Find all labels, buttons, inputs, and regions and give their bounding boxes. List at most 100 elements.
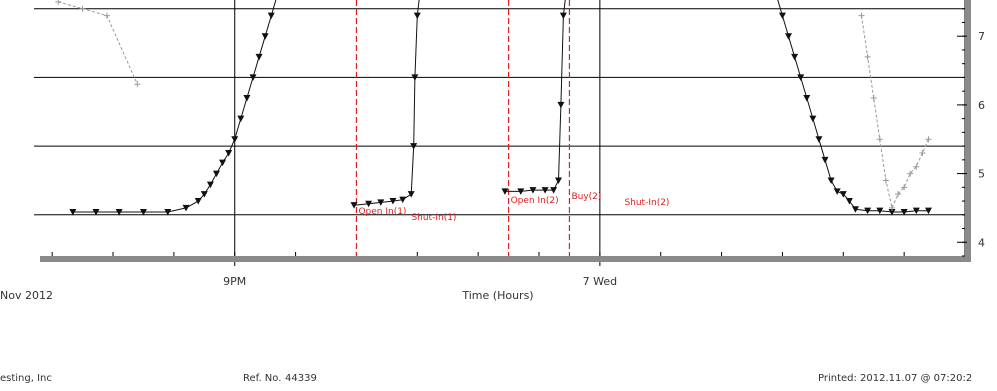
data-point bbox=[92, 209, 100, 216]
data-point bbox=[389, 198, 397, 205]
data-point bbox=[350, 202, 358, 209]
data-point bbox=[69, 209, 77, 216]
data-point bbox=[858, 12, 865, 19]
data-point bbox=[827, 177, 835, 184]
data-point bbox=[870, 95, 877, 102]
data-point bbox=[901, 184, 908, 191]
data-point bbox=[194, 198, 202, 205]
data-point bbox=[261, 33, 269, 40]
data-point bbox=[876, 207, 884, 215]
data-point bbox=[267, 12, 275, 20]
series-line bbox=[58, 1, 138, 85]
series-line bbox=[72, 0, 277, 213]
data-point bbox=[377, 199, 385, 206]
x-axis-label: Time (Hours) bbox=[461, 289, 533, 302]
data-point bbox=[851, 206, 859, 213]
right-axis-bar bbox=[965, 0, 971, 262]
data-point bbox=[399, 196, 407, 204]
data-point bbox=[864, 53, 871, 60]
data-point bbox=[924, 207, 932, 215]
event-label: Open In(1) bbox=[358, 207, 406, 217]
data-point bbox=[517, 188, 525, 195]
data-point bbox=[413, 12, 421, 20]
grid-layer bbox=[34, 0, 966, 266]
series bbox=[55, 0, 932, 211]
data-point bbox=[815, 136, 823, 143]
x-tick-label: 7 Wed bbox=[583, 275, 617, 288]
series bbox=[69, 0, 932, 216]
right-tick-label: 5 bbox=[978, 168, 985, 181]
data-point bbox=[839, 191, 847, 198]
data-point bbox=[864, 207, 872, 215]
data-point bbox=[411, 74, 419, 81]
data-point bbox=[219, 159, 227, 167]
series-line bbox=[777, 0, 929, 213]
footer-ref-value: 44339 bbox=[285, 373, 317, 384]
data-point bbox=[821, 156, 829, 164]
data-point bbox=[115, 209, 123, 216]
data-point bbox=[557, 101, 565, 109]
x-tick-label: 9PM bbox=[223, 275, 246, 288]
event-lines bbox=[355, 0, 571, 256]
data-point bbox=[139, 209, 147, 216]
data-point bbox=[888, 204, 895, 211]
data-point bbox=[912, 207, 920, 215]
data-point bbox=[164, 209, 172, 216]
data-point bbox=[845, 198, 853, 205]
data-point bbox=[919, 149, 926, 156]
axis-labels: Open In(1) Shut-In(1) Open In(2) Buy(2) Shut… bbox=[0, 30, 985, 302]
data-point bbox=[55, 0, 62, 5]
data-point bbox=[778, 12, 786, 20]
data-point bbox=[529, 187, 537, 194]
data-point bbox=[791, 53, 799, 61]
data-point bbox=[225, 149, 233, 157]
series-line bbox=[353, 0, 420, 206]
footer-ref-label: Ref. No. bbox=[243, 373, 282, 384]
series-line bbox=[861, 15, 929, 210]
event-label: Shut-In(2) bbox=[624, 198, 669, 208]
data-point bbox=[182, 204, 190, 212]
right-tick-label: 6 bbox=[978, 99, 985, 112]
right-tick-label: 7 bbox=[978, 30, 985, 43]
data-point bbox=[907, 170, 914, 177]
series-layer bbox=[55, 0, 932, 216]
data-point bbox=[501, 188, 509, 195]
event-label: Shut-In(1) bbox=[411, 213, 456, 223]
data-point bbox=[249, 74, 257, 81]
footer-printed: Printed: 2012.11.07 @ 07:20:2 bbox=[818, 373, 973, 384]
series-line bbox=[504, 0, 566, 192]
data-point bbox=[925, 136, 932, 143]
data-point bbox=[550, 187, 558, 194]
footer-company: esting, Inc bbox=[0, 373, 52, 384]
data-point bbox=[410, 143, 418, 150]
data-point bbox=[554, 177, 562, 184]
x-axis-bar bbox=[40, 256, 971, 262]
data-point bbox=[243, 95, 251, 102]
data-point bbox=[407, 191, 415, 198]
data-point bbox=[833, 188, 841, 195]
data-point bbox=[785, 33, 793, 40]
data-point bbox=[876, 136, 883, 143]
data-point bbox=[913, 163, 920, 170]
data-point bbox=[255, 53, 263, 61]
data-point bbox=[541, 187, 549, 194]
data-point bbox=[365, 200, 373, 208]
data-point bbox=[882, 177, 889, 184]
date-caption: Nov 2012 bbox=[0, 289, 53, 302]
data-point bbox=[103, 12, 110, 19]
data-point bbox=[900, 209, 908, 216]
data-point bbox=[888, 209, 896, 216]
right-tick-label: 4 bbox=[978, 236, 985, 249]
data-point bbox=[237, 115, 245, 123]
data-point bbox=[809, 115, 817, 123]
plot-frame bbox=[40, 0, 971, 262]
data-point bbox=[559, 12, 567, 20]
data-point bbox=[79, 5, 86, 12]
data-point bbox=[797, 74, 805, 81]
data-point bbox=[212, 170, 220, 178]
data-point bbox=[231, 136, 239, 143]
data-point bbox=[206, 181, 214, 189]
event-label: Buy(2) bbox=[571, 192, 601, 202]
data-point bbox=[200, 191, 208, 198]
